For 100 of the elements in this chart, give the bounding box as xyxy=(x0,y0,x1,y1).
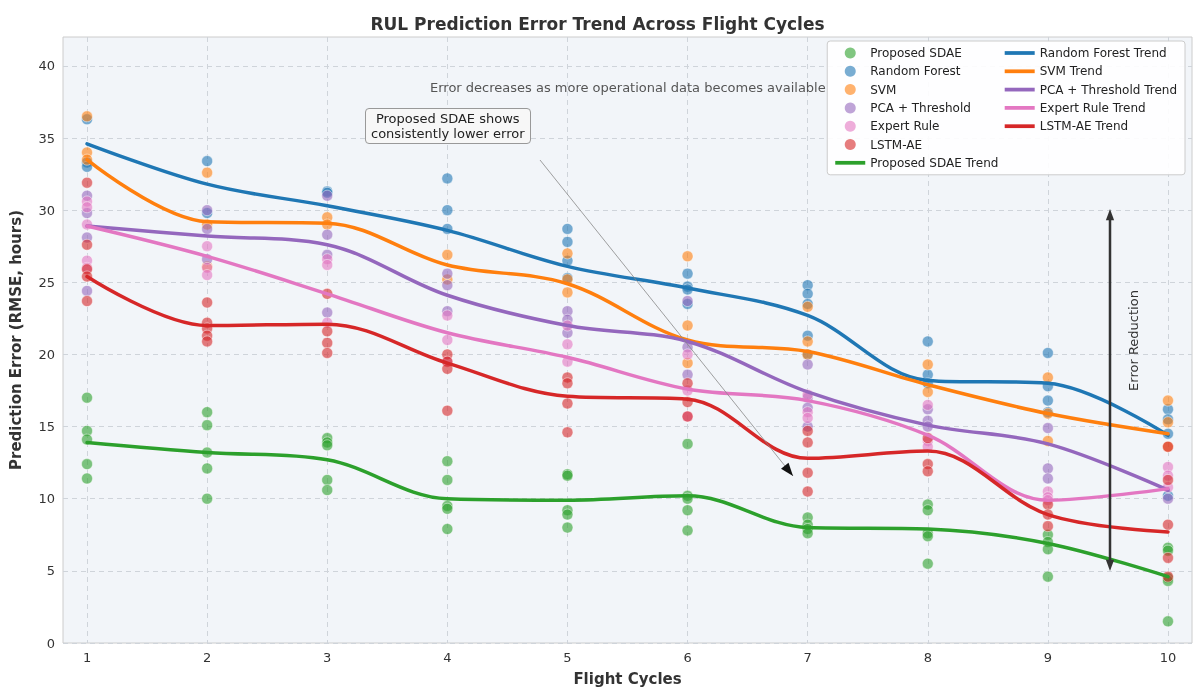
point xyxy=(321,484,334,496)
point xyxy=(681,504,694,517)
point xyxy=(801,436,814,449)
point xyxy=(681,437,694,450)
point xyxy=(801,425,814,437)
point xyxy=(1041,394,1054,407)
point xyxy=(441,248,454,261)
point xyxy=(321,306,334,319)
point xyxy=(201,166,214,179)
point xyxy=(921,335,934,348)
point xyxy=(201,155,214,167)
y-axis-title: Prediction Error (RMSE, hours) xyxy=(6,210,25,470)
point xyxy=(1162,461,1174,473)
y-tick-label: 20 xyxy=(38,346,55,362)
point xyxy=(561,247,574,260)
point xyxy=(921,557,934,570)
point xyxy=(441,455,454,468)
point xyxy=(681,524,694,537)
point xyxy=(1041,570,1054,583)
point xyxy=(81,176,93,189)
legend-label: Proposed SDAE xyxy=(870,46,962,60)
point xyxy=(201,492,214,505)
x-tick-label: 2 xyxy=(202,650,212,665)
point xyxy=(81,285,93,297)
y-tick-label: 35 xyxy=(38,130,55,146)
y-tick-label: 10 xyxy=(38,491,55,507)
point xyxy=(201,419,214,432)
point xyxy=(561,235,574,248)
point xyxy=(441,334,454,346)
point xyxy=(1041,422,1054,434)
point xyxy=(681,357,694,369)
point xyxy=(81,425,93,437)
x-axis-title: Flight Cycles xyxy=(573,669,682,688)
legend-label: LSTM-AE Trend xyxy=(1039,119,1129,134)
legend-label: Random Forest xyxy=(870,64,961,79)
point xyxy=(801,335,814,348)
point xyxy=(81,458,93,470)
point xyxy=(921,358,934,371)
point xyxy=(201,223,214,235)
point xyxy=(561,286,574,299)
x-tick-label: 5 xyxy=(563,650,572,665)
x-tick-label: 7 xyxy=(803,650,812,665)
x-tick-label: 9 xyxy=(1043,650,1053,665)
point xyxy=(561,223,574,235)
legend-label: PCA + Threshold xyxy=(870,100,971,115)
point xyxy=(801,485,814,498)
y-tick-label: 5 xyxy=(46,563,55,579)
point xyxy=(921,386,934,398)
legend-label: LSTM-AE xyxy=(870,137,923,152)
point xyxy=(1041,347,1054,359)
legend-label: Expert Rule xyxy=(870,119,940,134)
point xyxy=(321,474,334,486)
point xyxy=(81,238,93,251)
x-tick-label: 4 xyxy=(443,650,452,665)
chart-title: RUL Prediction Error Trend Across Flight Cycles xyxy=(370,13,825,34)
point xyxy=(561,426,574,439)
point xyxy=(681,250,694,263)
point xyxy=(201,406,214,419)
point xyxy=(201,269,214,281)
point xyxy=(321,259,334,271)
point xyxy=(921,465,934,478)
y-tick-label: 40 xyxy=(38,58,55,74)
legend-label: Proposed SDAE Trend xyxy=(870,155,999,170)
point xyxy=(801,279,814,292)
point xyxy=(681,348,694,361)
y-tick-label: 0 xyxy=(46,635,55,651)
point xyxy=(81,472,93,485)
point xyxy=(81,201,93,214)
point xyxy=(321,347,334,359)
point xyxy=(81,295,93,307)
point xyxy=(561,521,574,534)
point xyxy=(1041,543,1054,556)
point xyxy=(561,338,574,351)
annotation: Error Reduction xyxy=(1125,289,1141,391)
point xyxy=(1162,518,1174,531)
legend-label: PCA + Threshold Trend xyxy=(1039,82,1178,97)
point xyxy=(441,279,454,292)
x-tick-label: 10 xyxy=(1159,650,1177,665)
point xyxy=(561,397,574,410)
point xyxy=(1162,551,1174,564)
point xyxy=(441,474,454,486)
point xyxy=(1041,462,1054,475)
legend-label: SVM Trend xyxy=(1039,64,1103,79)
point xyxy=(921,504,934,517)
point xyxy=(81,391,93,404)
x-tick-label: 1 xyxy=(82,650,92,665)
point xyxy=(441,523,454,535)
point xyxy=(681,267,694,280)
annotation: Error decreases as more operational data becomes available xyxy=(430,80,826,95)
point xyxy=(561,377,574,390)
x-tick-label: 6 xyxy=(683,650,692,665)
point xyxy=(81,433,93,446)
x-tick-label: 8 xyxy=(923,650,932,665)
point xyxy=(321,336,334,349)
point xyxy=(801,466,814,479)
point xyxy=(1041,520,1054,533)
point xyxy=(801,358,814,371)
legend-label: Expert Rule Trend xyxy=(1039,100,1146,115)
annotation: Proposed SDAE shows consistently lower error xyxy=(365,108,531,144)
point xyxy=(801,287,814,300)
